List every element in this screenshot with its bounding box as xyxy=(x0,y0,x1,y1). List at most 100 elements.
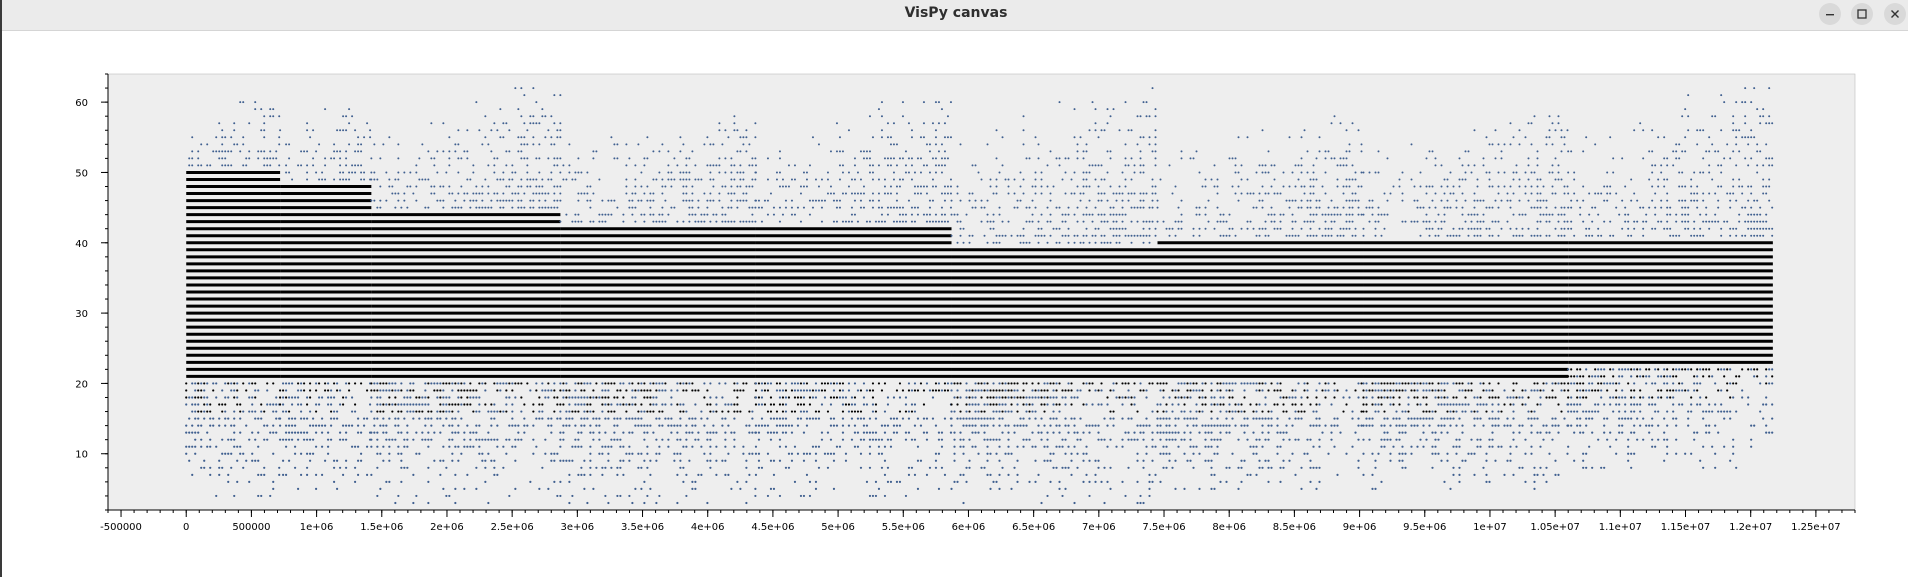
sparse-point xyxy=(1121,213,1124,216)
sparse-point xyxy=(505,389,508,392)
sparse-point xyxy=(1198,410,1201,413)
sparse-point xyxy=(1488,389,1491,392)
sparse-point xyxy=(191,403,194,406)
sparse-point xyxy=(272,480,275,483)
sparse-point xyxy=(1434,192,1437,195)
sparse-point xyxy=(1031,185,1034,188)
sparse-point xyxy=(351,164,354,167)
sparse-point xyxy=(224,410,227,413)
sparse-point xyxy=(1237,403,1240,406)
sparse-point xyxy=(643,480,646,483)
sparse-point xyxy=(580,424,583,427)
point-segment xyxy=(370,87,562,505)
sparse-point xyxy=(634,192,637,195)
scatter-plot[interactable]: -500000 0 500000 1e+06 1.5e+06 2e+06 2.5e+06 3e… xyxy=(4,31,1908,577)
sparse-point xyxy=(1198,389,1201,392)
sparse-point xyxy=(820,389,824,392)
sparse-point xyxy=(463,192,466,195)
sparse-point xyxy=(508,494,511,498)
sparse-point xyxy=(1303,185,1306,188)
sparse-point xyxy=(188,157,191,160)
sparse-point xyxy=(1348,178,1351,181)
sparse-point xyxy=(1115,396,1118,399)
sparse-point xyxy=(517,431,520,434)
sparse-point xyxy=(971,164,974,167)
sparse-point xyxy=(1198,234,1201,237)
sparse-point xyxy=(838,382,842,385)
title-bar[interactable]: VisPy canvas xyxy=(2,0,1908,31)
sparse-point xyxy=(658,410,661,413)
sparse-point xyxy=(353,403,357,406)
sparse-point xyxy=(739,150,742,153)
sparse-point xyxy=(362,417,366,420)
sparse-point xyxy=(1527,396,1530,399)
sparse-point xyxy=(778,382,782,385)
sparse-point xyxy=(1458,480,1461,483)
sparse-point xyxy=(685,431,688,434)
sparse-point xyxy=(802,494,806,498)
sparse-point xyxy=(853,431,857,434)
sparse-point xyxy=(406,403,409,406)
sparse-point xyxy=(980,396,983,399)
sparse-point xyxy=(1177,445,1180,448)
close-button[interactable] xyxy=(1884,3,1906,25)
sparse-point xyxy=(1285,234,1288,237)
sparse-point xyxy=(1413,424,1416,427)
sparse-point xyxy=(616,396,619,399)
sparse-point xyxy=(354,150,357,153)
sparse-point xyxy=(1303,192,1306,195)
sparse-point xyxy=(520,382,523,385)
sparse-point xyxy=(1201,185,1204,188)
sparse-point xyxy=(1013,424,1016,427)
sparse-point xyxy=(341,396,345,399)
sparse-point xyxy=(1171,466,1174,469)
sparse-point xyxy=(532,122,535,125)
sparse-point xyxy=(971,445,974,448)
sparse-point xyxy=(275,396,278,399)
sparse-point xyxy=(835,382,839,385)
sparse-point xyxy=(1365,396,1368,399)
sparse-point xyxy=(778,438,782,441)
sparse-point xyxy=(568,480,571,483)
sparse-point xyxy=(658,445,661,448)
sparse-point xyxy=(889,438,893,441)
minimize-button[interactable] xyxy=(1819,3,1841,25)
sparse-point xyxy=(1100,382,1103,385)
sparse-point xyxy=(886,396,890,399)
vispy-canvas[interactable]: -500000 0 500000 1e+06 1.5e+06 2e+06 2.5e+06 3e… xyxy=(4,31,1908,577)
sparse-point xyxy=(745,480,748,483)
sparse-point xyxy=(1464,199,1467,202)
sparse-point xyxy=(1315,410,1318,413)
sparse-point xyxy=(664,389,667,392)
sparse-point xyxy=(1133,234,1136,237)
sparse-point xyxy=(1213,164,1216,167)
sparse-point xyxy=(1133,396,1136,399)
sparse-point xyxy=(616,417,619,420)
sparse-point xyxy=(1159,389,1162,392)
sparse-point xyxy=(700,410,703,413)
sparse-point xyxy=(613,417,616,420)
sparse-point xyxy=(865,150,868,153)
sparse-point xyxy=(950,382,953,385)
sparse-point xyxy=(1136,459,1139,462)
sparse-point xyxy=(221,438,224,441)
sparse-point xyxy=(1165,431,1168,434)
sparse-point xyxy=(487,431,490,434)
sparse-point xyxy=(949,178,952,181)
sparse-point xyxy=(1488,382,1491,385)
sparse-point xyxy=(847,382,851,385)
sparse-point xyxy=(592,438,595,441)
sparse-point xyxy=(637,143,640,146)
sparse-point xyxy=(679,417,682,420)
sparse-point xyxy=(1348,227,1351,230)
maximize-button[interactable] xyxy=(1851,3,1873,25)
sparse-point xyxy=(1121,480,1124,483)
sparse-point xyxy=(1327,389,1330,392)
sparse-point xyxy=(508,396,511,399)
sparse-point xyxy=(266,424,269,427)
sparse-point xyxy=(215,382,218,385)
sparse-point xyxy=(532,410,535,413)
sparse-point xyxy=(814,445,818,448)
sparse-point xyxy=(943,473,947,476)
sparse-point xyxy=(541,410,544,413)
